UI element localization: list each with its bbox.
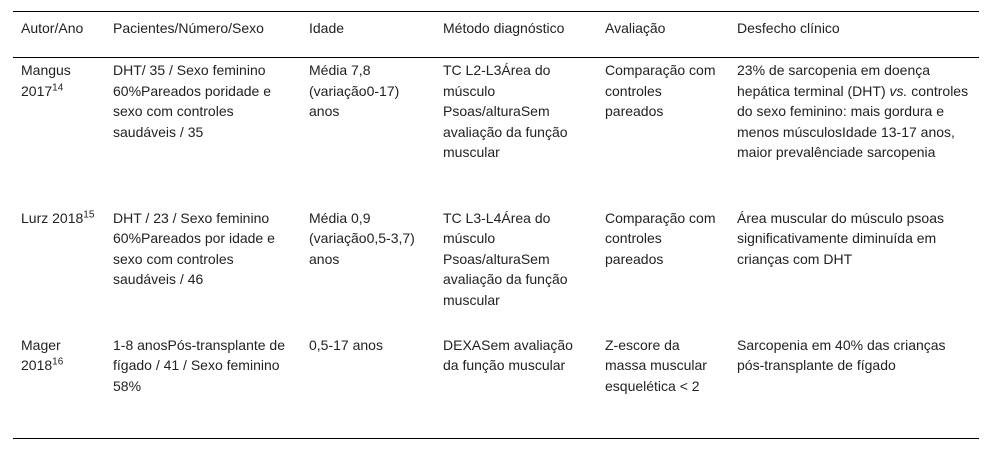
table-header: Autor/Ano Pacientes/Número/Sexo Idade Mé… <box>13 11 979 58</box>
header-patients: Pacientes/Número/Sexo <box>105 11 301 58</box>
cell-author: Lurz 201815 <box>13 206 105 333</box>
reference-number: 14 <box>52 81 64 93</box>
header-row: Autor/Ano Pacientes/Número/Sexo Idade Mé… <box>13 11 979 58</box>
cell-patients: 1-8 anosPós-transplante de fígado / 41 /… <box>105 332 301 439</box>
header-age: Idade <box>301 11 435 58</box>
cell-outcome: 23% de sarcopenia em doença hepática ter… <box>729 58 979 206</box>
cell-age: 0,5-17 anos <box>301 332 435 439</box>
author-text: Mangus 2017 <box>21 62 71 99</box>
cell-author: Mager 201816 <box>13 332 105 439</box>
cell-patients: DHT / 23 / Sexo feminino 60%Pareados por… <box>113 209 275 288</box>
table-body: Mangus 201714 DHT/ 35 / Sexo feminino 60… <box>13 58 979 439</box>
cell-evaluation: Z-escore da massa muscular esquelética <… <box>597 332 729 439</box>
cell-author: Mangus 201714 <box>13 58 105 206</box>
header-evaluation: Avaliação <box>597 11 729 58</box>
cell-method: DEXASem avaliação da função muscular <box>435 332 597 439</box>
table-row: Mager 201816 1-8 anosPós-transplante de … <box>13 332 979 439</box>
sarcopenia-studies-table: Autor/Ano Pacientes/Número/Sexo Idade Mé… <box>13 11 979 439</box>
cell-evaluation: Comparação com controles pareados <box>605 209 716 267</box>
cell-method: TC L2-L3Área do músculo Psoas/alturaSem … <box>443 62 568 160</box>
table-row: Lurz 201815 DHT / 23 / Sexo feminino 60%… <box>13 206 979 333</box>
header-method: Método diagnóstico <box>435 11 597 58</box>
cell-age: Média 0,9 (variação0,5-3,7) anos <box>309 209 415 267</box>
author-text: Lurz 2018 <box>21 209 84 226</box>
cell-outcome: Sarcopenia em 40% das crianças pós-trans… <box>729 332 979 439</box>
header-author: Autor/Ano <box>13 11 105 58</box>
cell-outcome: Área muscular do músculo psoas significa… <box>737 209 944 267</box>
reference-number: 16 <box>52 356 64 368</box>
cell-evaluation: Comparação com controles pareados <box>605 62 716 119</box>
table-row: Mangus 201714 DHT/ 35 / Sexo feminino 60… <box>13 58 979 206</box>
outcome-italic: vs. <box>889 82 908 99</box>
author-text: Mager 2018 <box>21 336 61 374</box>
cell-method: TC L3-L4Área do músculo Psoas/alturaSem … <box>443 209 568 308</box>
reference-number: 15 <box>83 208 95 220</box>
outcome-text-continued: controles do sexo feminino: mais gordura… <box>737 82 969 161</box>
header-outcome: Desfecho clínico <box>729 11 979 58</box>
cell-age: Média 7,8 (variação0-17) anos <box>309 62 400 119</box>
cell-patients: DHT/ 35 / Sexo feminino 60%Pareados pori… <box>113 62 272 140</box>
outcome-text: 23% de sarcopenia em doença hepática ter… <box>737 62 931 99</box>
